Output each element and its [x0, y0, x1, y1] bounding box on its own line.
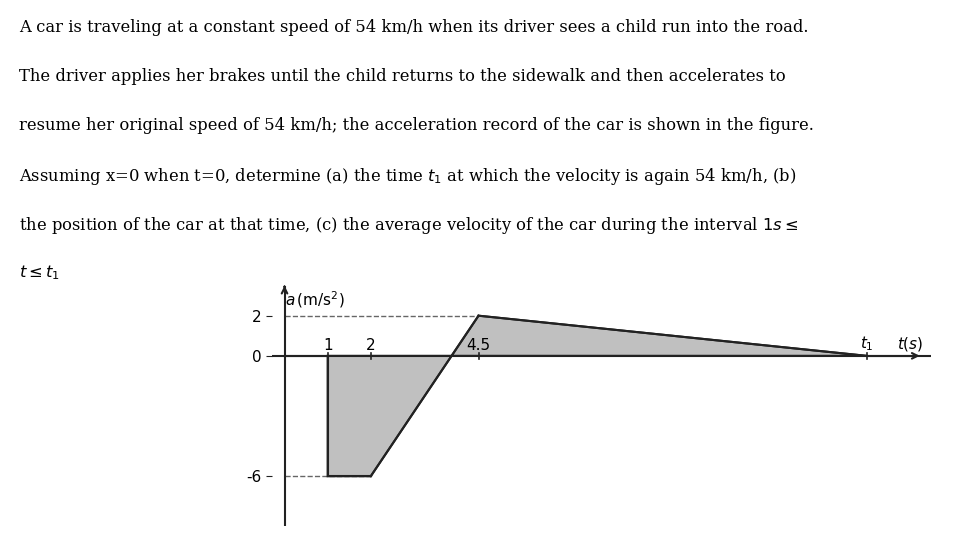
Text: $a\,(\mathrm{m/s^2})$: $a\,(\mathrm{m/s^2})$ — [284, 290, 344, 310]
Text: resume her original speed of 54 km/h; the acceleration record of the car is show: resume her original speed of 54 km/h; th… — [19, 117, 813, 134]
Text: The driver applies her brakes until the child returns to the sidewalk and then a: The driver applies her brakes until the … — [19, 68, 785, 85]
Text: $t(s)$: $t(s)$ — [895, 335, 922, 353]
Text: Assuming x=0 when t=0, determine (a) the time $t_1$ at which the velocity is aga: Assuming x=0 when t=0, determine (a) the… — [19, 166, 796, 187]
Text: 1: 1 — [323, 338, 332, 353]
Text: A car is traveling at a constant speed of 54 km/h when its driver sees a child r: A car is traveling at a constant speed o… — [19, 19, 808, 36]
Polygon shape — [328, 356, 452, 476]
Text: $t_1$: $t_1$ — [859, 334, 872, 353]
Text: the position of the car at that time, (c) the average velocity of the car during: the position of the car at that time, (c… — [19, 214, 797, 236]
Text: 2: 2 — [365, 338, 375, 353]
Text: 4.5: 4.5 — [466, 338, 490, 353]
Polygon shape — [452, 316, 865, 356]
Text: $t \leq t_1$: $t \leq t_1$ — [19, 264, 60, 282]
